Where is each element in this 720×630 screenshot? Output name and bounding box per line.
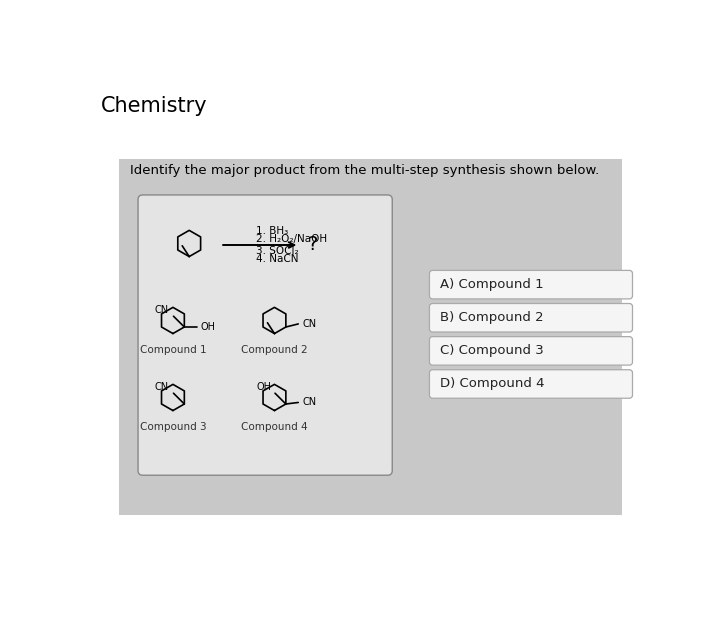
FancyBboxPatch shape: [429, 336, 632, 365]
Text: 2. H₂O₂/NaOH: 2. H₂O₂/NaOH: [256, 234, 327, 244]
FancyBboxPatch shape: [429, 270, 632, 299]
FancyBboxPatch shape: [120, 159, 621, 515]
FancyBboxPatch shape: [429, 370, 632, 398]
Text: Compound 2: Compound 2: [241, 345, 307, 355]
Text: Compound 4: Compound 4: [241, 422, 307, 432]
Text: Identify the major product from the multi-step synthesis shown below.: Identify the major product from the mult…: [130, 164, 600, 177]
Text: CN: CN: [155, 306, 168, 316]
Text: D) Compound 4: D) Compound 4: [441, 377, 545, 391]
Text: OH: OH: [256, 382, 271, 392]
Text: CN: CN: [155, 382, 168, 392]
Text: 3. SOCl₂: 3. SOCl₂: [256, 246, 299, 256]
Text: A) Compound 1: A) Compound 1: [441, 278, 544, 291]
Text: OH: OH: [201, 322, 215, 332]
Text: Chemistry: Chemistry: [101, 96, 207, 116]
Text: C) Compound 3: C) Compound 3: [441, 345, 544, 357]
Text: CN: CN: [302, 398, 316, 408]
FancyBboxPatch shape: [138, 195, 392, 475]
Text: CN: CN: [302, 319, 316, 329]
Text: ?: ?: [308, 236, 318, 255]
Text: B) Compound 2: B) Compound 2: [441, 311, 544, 324]
Text: 1. BH₃: 1. BH₃: [256, 226, 288, 236]
FancyBboxPatch shape: [429, 304, 632, 332]
Text: 4. NaCN: 4. NaCN: [256, 254, 298, 264]
Text: Compound 1: Compound 1: [140, 345, 206, 355]
Text: Compound 3: Compound 3: [140, 422, 206, 432]
